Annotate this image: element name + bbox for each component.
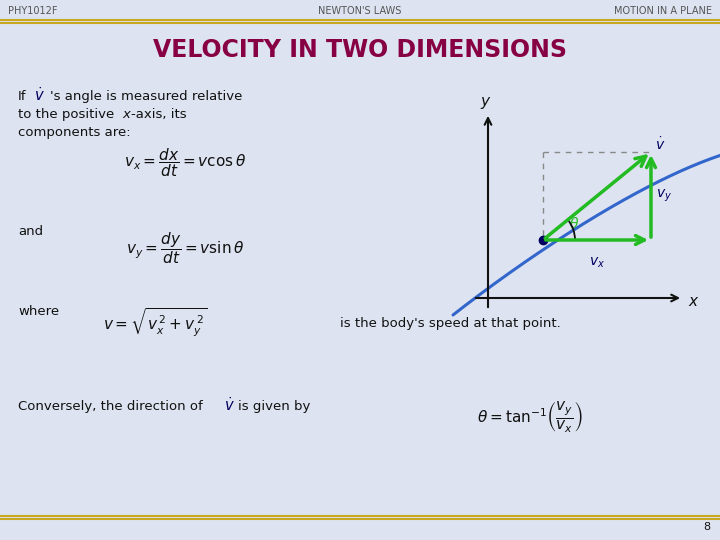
Text: $\dot{v}$: $\dot{v}$ bbox=[655, 136, 665, 153]
Text: $v_y$: $v_y$ bbox=[656, 188, 672, 204]
Text: $\theta$: $\theta$ bbox=[569, 217, 579, 232]
Text: $x$: $x$ bbox=[688, 294, 700, 308]
Text: MOTION IN A PLANE: MOTION IN A PLANE bbox=[614, 6, 712, 16]
Text: is given by: is given by bbox=[238, 400, 310, 413]
Text: -axis, its: -axis, its bbox=[131, 108, 186, 121]
Text: $v = \sqrt{v_x^{\,2} + v_y^{\,2}}$: $v = \sqrt{v_x^{\,2} + v_y^{\,2}}$ bbox=[103, 307, 207, 339]
Text: components are:: components are: bbox=[18, 126, 130, 139]
Text: and: and bbox=[18, 225, 43, 238]
Text: where: where bbox=[18, 305, 59, 318]
Text: $v_y = \dfrac{dy}{dt} = v\sin\theta$: $v_y = \dfrac{dy}{dt} = v\sin\theta$ bbox=[126, 230, 244, 266]
Text: $y$: $y$ bbox=[480, 95, 492, 111]
Text: to the positive: to the positive bbox=[18, 108, 119, 121]
Text: $\theta = \tan^{-1}\!\left(\dfrac{v_y}{v_x}\right)$: $\theta = \tan^{-1}\!\left(\dfrac{v_y}{v… bbox=[477, 399, 583, 434]
Text: If: If bbox=[18, 90, 27, 103]
Text: $v_x = \dfrac{dx}{dt} = v\cos\theta$: $v_x = \dfrac{dx}{dt} = v\cos\theta$ bbox=[124, 147, 246, 179]
Text: PHY1012F: PHY1012F bbox=[8, 6, 58, 16]
Text: $v_x$: $v_x$ bbox=[589, 256, 605, 271]
Text: 's angle is measured relative: 's angle is measured relative bbox=[50, 90, 243, 103]
Text: $\dot{v}$: $\dot{v}$ bbox=[34, 86, 45, 104]
Text: NEWTON'S LAWS: NEWTON'S LAWS bbox=[318, 6, 402, 16]
Text: $\dot{v}$: $\dot{v}$ bbox=[224, 396, 235, 414]
Text: VELOCITY IN TWO DIMENSIONS: VELOCITY IN TWO DIMENSIONS bbox=[153, 38, 567, 62]
Text: $x$: $x$ bbox=[122, 108, 132, 121]
Text: 8: 8 bbox=[703, 522, 710, 532]
Text: Conversely, the direction of: Conversely, the direction of bbox=[18, 400, 203, 413]
Text: is the body's speed at that point.: is the body's speed at that point. bbox=[340, 316, 561, 329]
